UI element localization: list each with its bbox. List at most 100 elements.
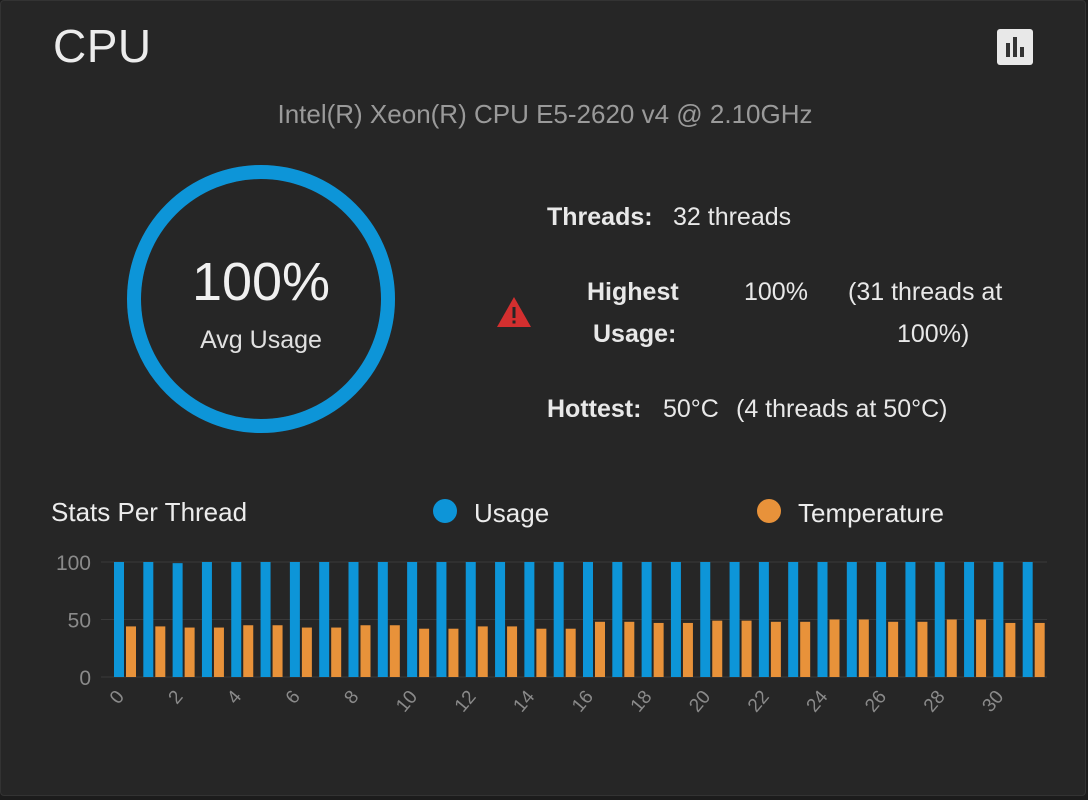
temperature-bar <box>331 627 342 677</box>
card-title: CPU <box>53 20 152 72</box>
highest-usage-label-line2: Usage: <box>593 320 677 348</box>
avg-usage-gauge <box>127 165 395 433</box>
usage-bar <box>964 562 975 677</box>
temperature-bar <box>448 628 459 677</box>
temperature-bar <box>419 628 430 677</box>
usage-bar <box>201 562 212 677</box>
usage-bar <box>758 562 769 677</box>
usage-bar <box>143 562 154 677</box>
avg-usage-label: Avg Usage <box>200 326 322 354</box>
usage-bar <box>612 562 623 677</box>
usage-bar <box>553 562 564 677</box>
temperature-bar <box>858 619 869 677</box>
x-tick-label: 2 <box>165 687 188 709</box>
usage-legend-label[interactable]: Usage <box>474 498 550 528</box>
temperature-bar <box>1034 622 1045 677</box>
cpu-model: Intel(R) Xeon(R) CPU E5-2620 v4 @ 2.10GH… <box>277 99 813 129</box>
usage-bar <box>465 562 476 677</box>
temperature-bar <box>888 621 899 677</box>
x-tick-label: 20 <box>685 687 715 717</box>
warning-icon <box>497 297 531 327</box>
usage-bar <box>260 562 271 677</box>
threads-value: 32 threads <box>673 203 792 231</box>
usage-bar <box>934 562 945 677</box>
threads-label: Threads: <box>547 203 653 231</box>
usage-bar <box>114 562 124 677</box>
temperature-bar <box>741 620 752 677</box>
x-tick-label: 4 <box>223 686 246 708</box>
highest-usage-detail-line2: 100%) <box>897 320 970 348</box>
usage-bar <box>583 562 593 677</box>
temperature-bar <box>477 626 488 677</box>
temperature-bar <box>712 620 723 677</box>
usage-bar <box>377 562 388 677</box>
gauge-arc <box>127 165 395 433</box>
temperature-bar <box>565 628 576 677</box>
x-tick-label: 8 <box>340 687 363 709</box>
temperature-bar <box>184 627 195 677</box>
usage-bar <box>1022 562 1033 677</box>
usage-bar <box>729 562 740 677</box>
x-tick-label: 16 <box>568 687 598 717</box>
highest-usage-label-line1: Highest <box>587 278 679 306</box>
x-tick-label: 26 <box>861 687 891 717</box>
x-tick-label: 10 <box>392 687 422 717</box>
temperature-bar <box>595 621 605 677</box>
x-tick-label: 18 <box>627 687 657 717</box>
usage-bar <box>817 562 828 677</box>
temperature-bar <box>1005 622 1016 677</box>
usage-bar <box>172 563 183 677</box>
usage-bar <box>641 562 652 677</box>
usage-legend-dot <box>433 499 457 523</box>
temperature-bar <box>946 619 957 677</box>
avg-usage-value: 100% <box>191 252 331 312</box>
temperature-bar <box>126 626 136 677</box>
x-tick-label: 14 <box>510 686 540 716</box>
temperature-bar <box>507 626 518 677</box>
x-tick-label: 24 <box>803 686 833 716</box>
temperature-bar <box>155 626 166 677</box>
x-tick-label: 0 <box>106 687 129 709</box>
hottest-value: 50°C <box>663 395 719 423</box>
temperature-bar <box>536 628 547 677</box>
usage-bar <box>876 562 887 677</box>
stats-per-thread-title: Stats Per Thread <box>51 497 248 527</box>
highest-usage-detail-line1: (31 threads at <box>848 278 1003 306</box>
usage-bar <box>700 562 711 677</box>
temperature-bar <box>653 622 664 677</box>
usage-bar <box>495 562 506 677</box>
temperature-bar <box>624 621 635 677</box>
usage-bar <box>407 562 418 677</box>
temperature-bar <box>389 625 400 677</box>
temperature-bar <box>976 619 987 677</box>
x-tick-label: 28 <box>920 687 950 717</box>
temperature-bar <box>360 625 371 677</box>
temperature-legend-dot <box>757 499 781 523</box>
usage-bar <box>524 562 535 677</box>
usage-bar <box>231 562 242 677</box>
highest-usage-value: 100% <box>744 278 808 306</box>
temperature-bar <box>917 621 928 677</box>
usage-bar <box>436 562 447 677</box>
hottest-detail: (4 threads at 50°C) <box>736 395 948 423</box>
temperature-bar <box>243 625 254 677</box>
bar-chart-icon[interactable] <box>997 29 1033 65</box>
usage-bar <box>993 562 1004 677</box>
x-tick-label: 12 <box>451 687 481 717</box>
usage-bar <box>788 562 799 677</box>
usage-bar <box>319 562 330 677</box>
temperature-bar <box>301 627 312 677</box>
usage-bar <box>905 562 916 677</box>
temperature-legend-label[interactable]: Temperature <box>798 498 944 528</box>
usage-bar <box>846 562 857 677</box>
usage-bar <box>289 562 300 677</box>
usage-bar <box>348 562 359 677</box>
y-tick-label: 50 <box>68 610 91 633</box>
temperature-bar <box>829 619 840 677</box>
hottest-label: Hottest: <box>547 395 642 423</box>
y-tick-label: 0 <box>79 667 91 690</box>
x-tick-label: 6 <box>282 687 305 709</box>
temperature-bar <box>682 622 693 677</box>
x-tick-label: 30 <box>979 687 1009 717</box>
